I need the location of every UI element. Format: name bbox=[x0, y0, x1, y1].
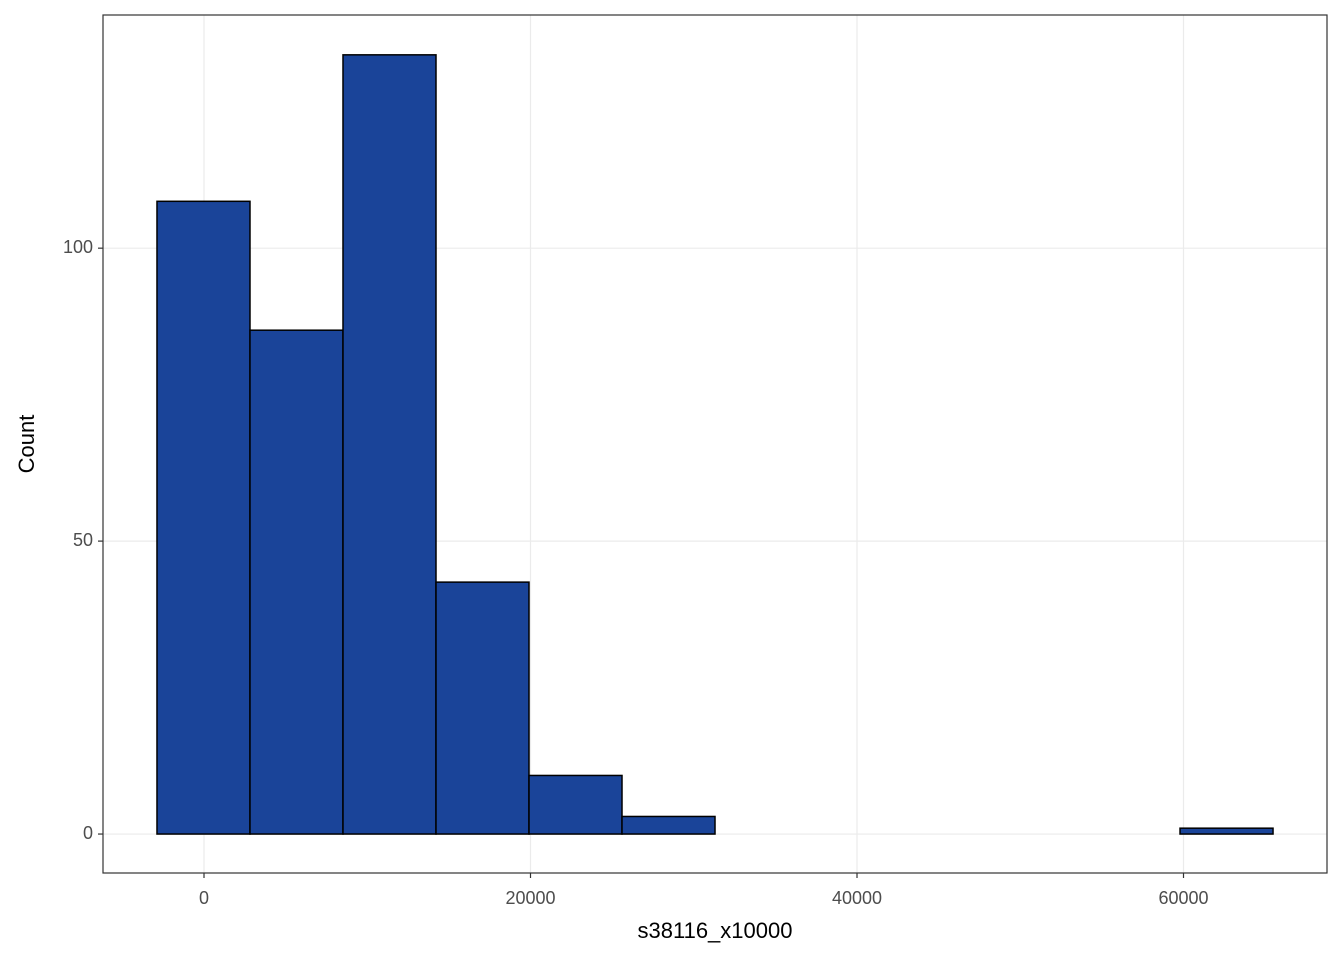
bar bbox=[435, 581, 530, 835]
bar bbox=[1179, 827, 1274, 835]
panel-border bbox=[102, 14, 1328, 874]
x-tick-label: 20000 bbox=[505, 888, 555, 908]
bar bbox=[249, 329, 344, 835]
x-axis-title: s38116_x10000 bbox=[638, 918, 793, 943]
x-tick-label: 60000 bbox=[1158, 888, 1208, 908]
bar bbox=[621, 815, 716, 835]
bar bbox=[528, 774, 623, 835]
x-tick-label: 0 bbox=[199, 888, 209, 908]
x-tick-label: 40000 bbox=[832, 888, 882, 908]
bar bbox=[342, 54, 437, 835]
y-tick-label: 50 bbox=[73, 530, 93, 550]
y-axis-title: Count bbox=[14, 415, 39, 474]
y-tick-label: 100 bbox=[63, 237, 93, 257]
bars bbox=[156, 54, 1274, 835]
bar bbox=[156, 200, 251, 835]
y-tick-label: 0 bbox=[83, 823, 93, 843]
